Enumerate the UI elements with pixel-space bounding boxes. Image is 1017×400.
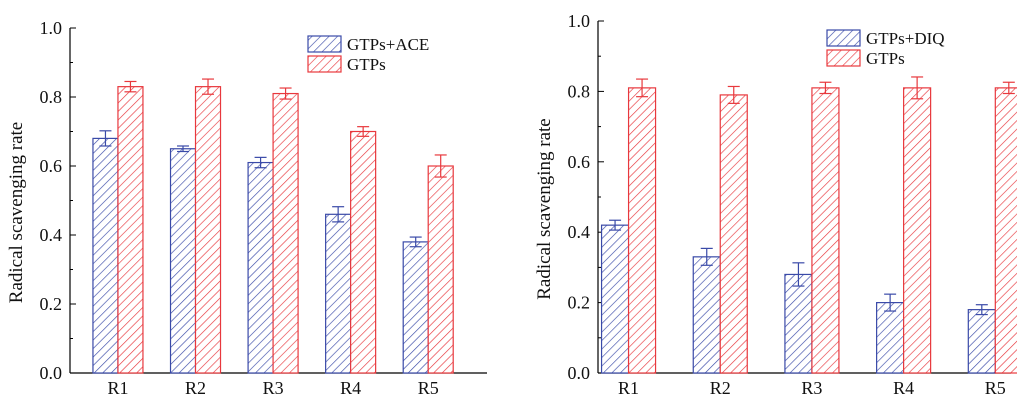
bar-gtps-diq-r1 <box>600 224 630 374</box>
y-axis-label: Radical scavenging rate <box>6 122 27 303</box>
y-tick-label: 1.0 <box>40 18 63 38</box>
legend-swatch <box>826 29 861 47</box>
legend-label: GTPs+ACE <box>347 35 429 54</box>
bar-gtps-ace-r2 <box>169 148 197 374</box>
x-tick-label: R4 <box>340 378 361 398</box>
y-tick-label: 0.4 <box>568 222 591 242</box>
x-tick-label: R3 <box>801 378 822 398</box>
x-tick-label: R5 <box>418 378 439 398</box>
y-axis-label: Radical scavenging rate <box>534 118 555 299</box>
chart-left: 0.0 0.2 0.4 0.6 0.8 1.0 Radical scavenging rat… <box>6 18 487 398</box>
y-tick-label: 0.2 <box>568 293 591 313</box>
y-tick-label: 0.0 <box>568 363 591 383</box>
bar-gtps-r4 <box>903 87 932 374</box>
bar-gtps-ace-r1 <box>92 137 119 374</box>
bar-gtps-r1 <box>627 87 657 374</box>
legend-swatch <box>307 55 342 73</box>
legend-label: GTPs <box>347 55 386 74</box>
chart-right: 0.0 0.2 0.4 0.6 0.8 1.0 Radical scavenging rat… <box>534 11 1017 398</box>
bar-gtps-diq-r5 <box>967 309 996 374</box>
x-tick-label: R3 <box>263 378 284 398</box>
bar-gtps-diq-r4 <box>876 302 905 374</box>
x-tick-label: R5 <box>985 378 1006 398</box>
x-tick-label: R2 <box>710 378 731 398</box>
bar-gtps-r5 <box>994 87 1017 374</box>
y-tick-label: 0.8 <box>40 87 63 107</box>
bar-gtps-diq-r2 <box>692 256 721 374</box>
bar-gtps-r4 <box>350 130 377 374</box>
bar-gtps-ace-r3 <box>247 161 274 374</box>
y-tick-label: 0.0 <box>40 363 63 383</box>
x-tick-label: R1 <box>618 378 639 398</box>
bar-gtps-ace-r4 <box>325 213 352 374</box>
legend-label: GTPs+DIQ <box>866 29 945 48</box>
bar-gtps-r3 <box>811 87 840 374</box>
y-tick-label: 0.6 <box>568 152 591 172</box>
x-tick-label: R4 <box>893 378 914 398</box>
legend-swatch <box>826 49 861 67</box>
bar-gtps-r2 <box>194 86 222 374</box>
x-tick-label: R2 <box>185 378 206 398</box>
y-tick-label: 1.0 <box>568 11 591 31</box>
legend-swatch <box>307 35 342 53</box>
bar-gtps-ace-r5 <box>402 241 429 374</box>
y-tick-label: 0.6 <box>40 156 63 176</box>
bar-gtps-r5 <box>427 165 454 374</box>
bar-gtps-r2 <box>719 94 748 374</box>
y-tick-label: 0.8 <box>568 81 591 101</box>
y-tick-label: 0.4 <box>40 225 63 245</box>
bar-gtps-r1 <box>117 86 144 374</box>
bar-gtps-r3 <box>272 92 299 374</box>
y-tick-label: 0.2 <box>40 294 63 314</box>
x-tick-label: R1 <box>107 378 128 398</box>
legend-label: GTPs <box>866 49 905 68</box>
bar-gtps-diq-r3 <box>784 273 813 374</box>
